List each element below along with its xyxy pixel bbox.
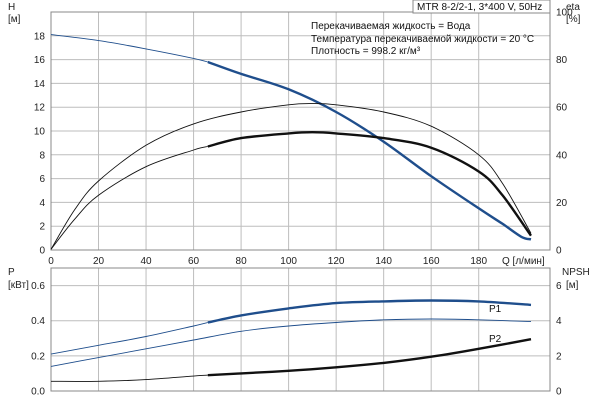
title-box-text: MTR 8-2/2-1, 3*400 V, 50Hz [417,2,542,13]
y-right-tick-label: 80 [556,55,568,66]
x-tick-label: 160 [423,256,440,267]
y-left-tick-label: 14 [34,79,46,90]
y-right-tick-label: 20 [556,198,568,209]
x-tick-label: 40 [140,256,152,267]
series-line-bottom-1 [50,318,532,367]
x-tick-label: 100 [280,256,297,267]
bottom-left-axis-title-2: [кВт] [8,280,29,291]
top-right-axis-title-1: eta [566,2,580,13]
y-left-tick-label: 0.0 [31,387,45,398]
grid-layer [51,12,550,391]
y-left-tick-label: 4 [39,198,45,209]
x-tick-label: 120 [328,256,345,267]
series-line-thick-top-0 [207,60,532,241]
y-right-tick-label: 0 [556,387,562,398]
y-left-tick-label: 0.6 [31,281,45,292]
note-density: Плотность = 998.2 кг/м³ [311,46,421,57]
y-right-tick-label: 60 [556,103,568,114]
x-tick-label: 140 [375,256,392,267]
frame-layer [50,11,551,392]
series-line-thick-bottom-2 [207,338,532,377]
y-left-tick-label: 2 [39,222,45,233]
curves [50,34,532,382]
top-left-axis-title-2: [м] [8,14,21,25]
x-tick-label: 20 [93,256,105,267]
y-right-tick-label: 0 [556,246,562,257]
y-right-tick-label: 4 [556,316,562,327]
y-left-tick-label: 10 [34,127,46,138]
y-left-tick-label: 18 [34,31,46,42]
series-line-thin-top-2 [50,146,208,250]
series-line-thick-bottom-0 [207,299,532,324]
x-tick-label: 60 [188,256,200,267]
note-liquid: Перекачиваемая жидкость = Вода [311,21,471,32]
title-box [412,0,551,14]
bottom-right-axis-title-2: [м] [566,280,579,291]
label-p2: P2 [489,334,502,345]
bottom-right-axis-title-1: NPSH [562,267,590,278]
y-right-tick-label: 40 [556,150,568,161]
x-tick-label: 80 [236,256,248,267]
plot-frame-bottom [50,267,551,392]
note-temperature: Температура перекачиваемой жидкости = 20… [311,34,534,45]
y-right-tick-label: 100 [556,8,573,19]
y-left-tick-label: 6 [39,174,45,185]
y-left-tick-label: 16 [34,55,46,66]
series-line-thick-top-2 [207,130,532,237]
top-left-axis-title-1: H [8,2,15,13]
y-right-tick-label: 6 [556,281,562,292]
x-axis-title: Q [л/мин] [502,256,545,267]
bottom-left-axis-title-1: P [8,267,15,278]
top-right-axis-title-2: [%] [566,14,581,25]
y-right-tick-label: 2 [556,351,562,362]
y-left-tick-label: 0.2 [31,351,45,362]
y-left-tick-label: 12 [34,103,46,114]
series-line-thin-top-0 [50,34,208,63]
x-tick-label: 180 [470,256,487,267]
series-line-top-1 [50,103,532,250]
series-line-thin-bottom-2 [50,374,208,382]
x-tick-label: 0 [48,256,54,267]
label-p1: P1 [489,304,502,315]
y-left-tick-label: 0.4 [31,316,45,327]
series-line-thin-bottom-0 [50,322,208,355]
y-left-tick-label: 0 [39,246,45,257]
plot-frame-top [50,11,551,251]
y-left-tick-label: 8 [39,150,45,161]
